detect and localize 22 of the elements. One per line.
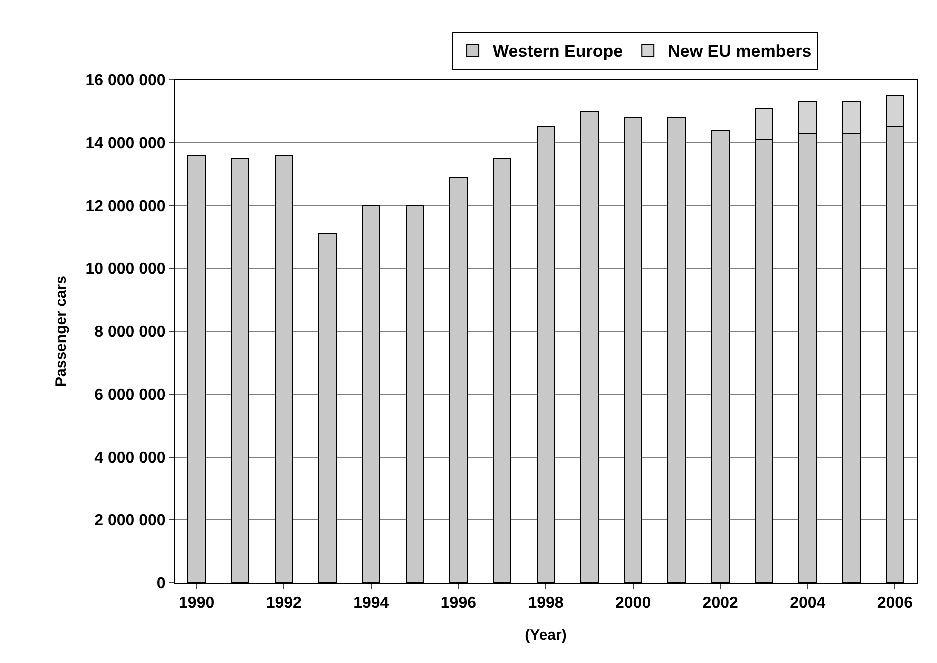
y-tick-label: 10 000 000 [86,261,166,278]
y-tick-label: 2 000 000 [94,512,166,530]
x-tick-label: 2002 [702,595,738,612]
y-tick-label: 8 000 000 [94,324,166,342]
y-tick-label: 16 000 000 [86,72,166,90]
x-tick-label: 1990 [179,595,215,612]
x-tick-label: 2006 [877,595,914,612]
x-tick-label: 1998 [528,595,564,612]
x-tick-label: 2004 [790,595,826,612]
x-tick-label: 1992 [266,595,302,612]
y-tick-label: 0 [156,576,166,593]
y-tick-label: 12 000 000 [86,198,166,216]
y-tick-label: 14 000 000 [86,135,166,152]
x-axis-title: (Year) [525,627,567,644]
legend-label: New EU members [668,42,812,62]
x-tick-label: 1994 [354,595,390,612]
x-tick-label: 1996 [440,595,477,612]
y-axis-title: Passenger cars [52,276,70,387]
x-tick-label: 2000 [615,595,652,612]
legend-label: Western Europe [493,42,624,62]
y-tick-label: 6 000 000 [94,386,166,404]
y-tick-label: 4 000 000 [94,450,166,467]
